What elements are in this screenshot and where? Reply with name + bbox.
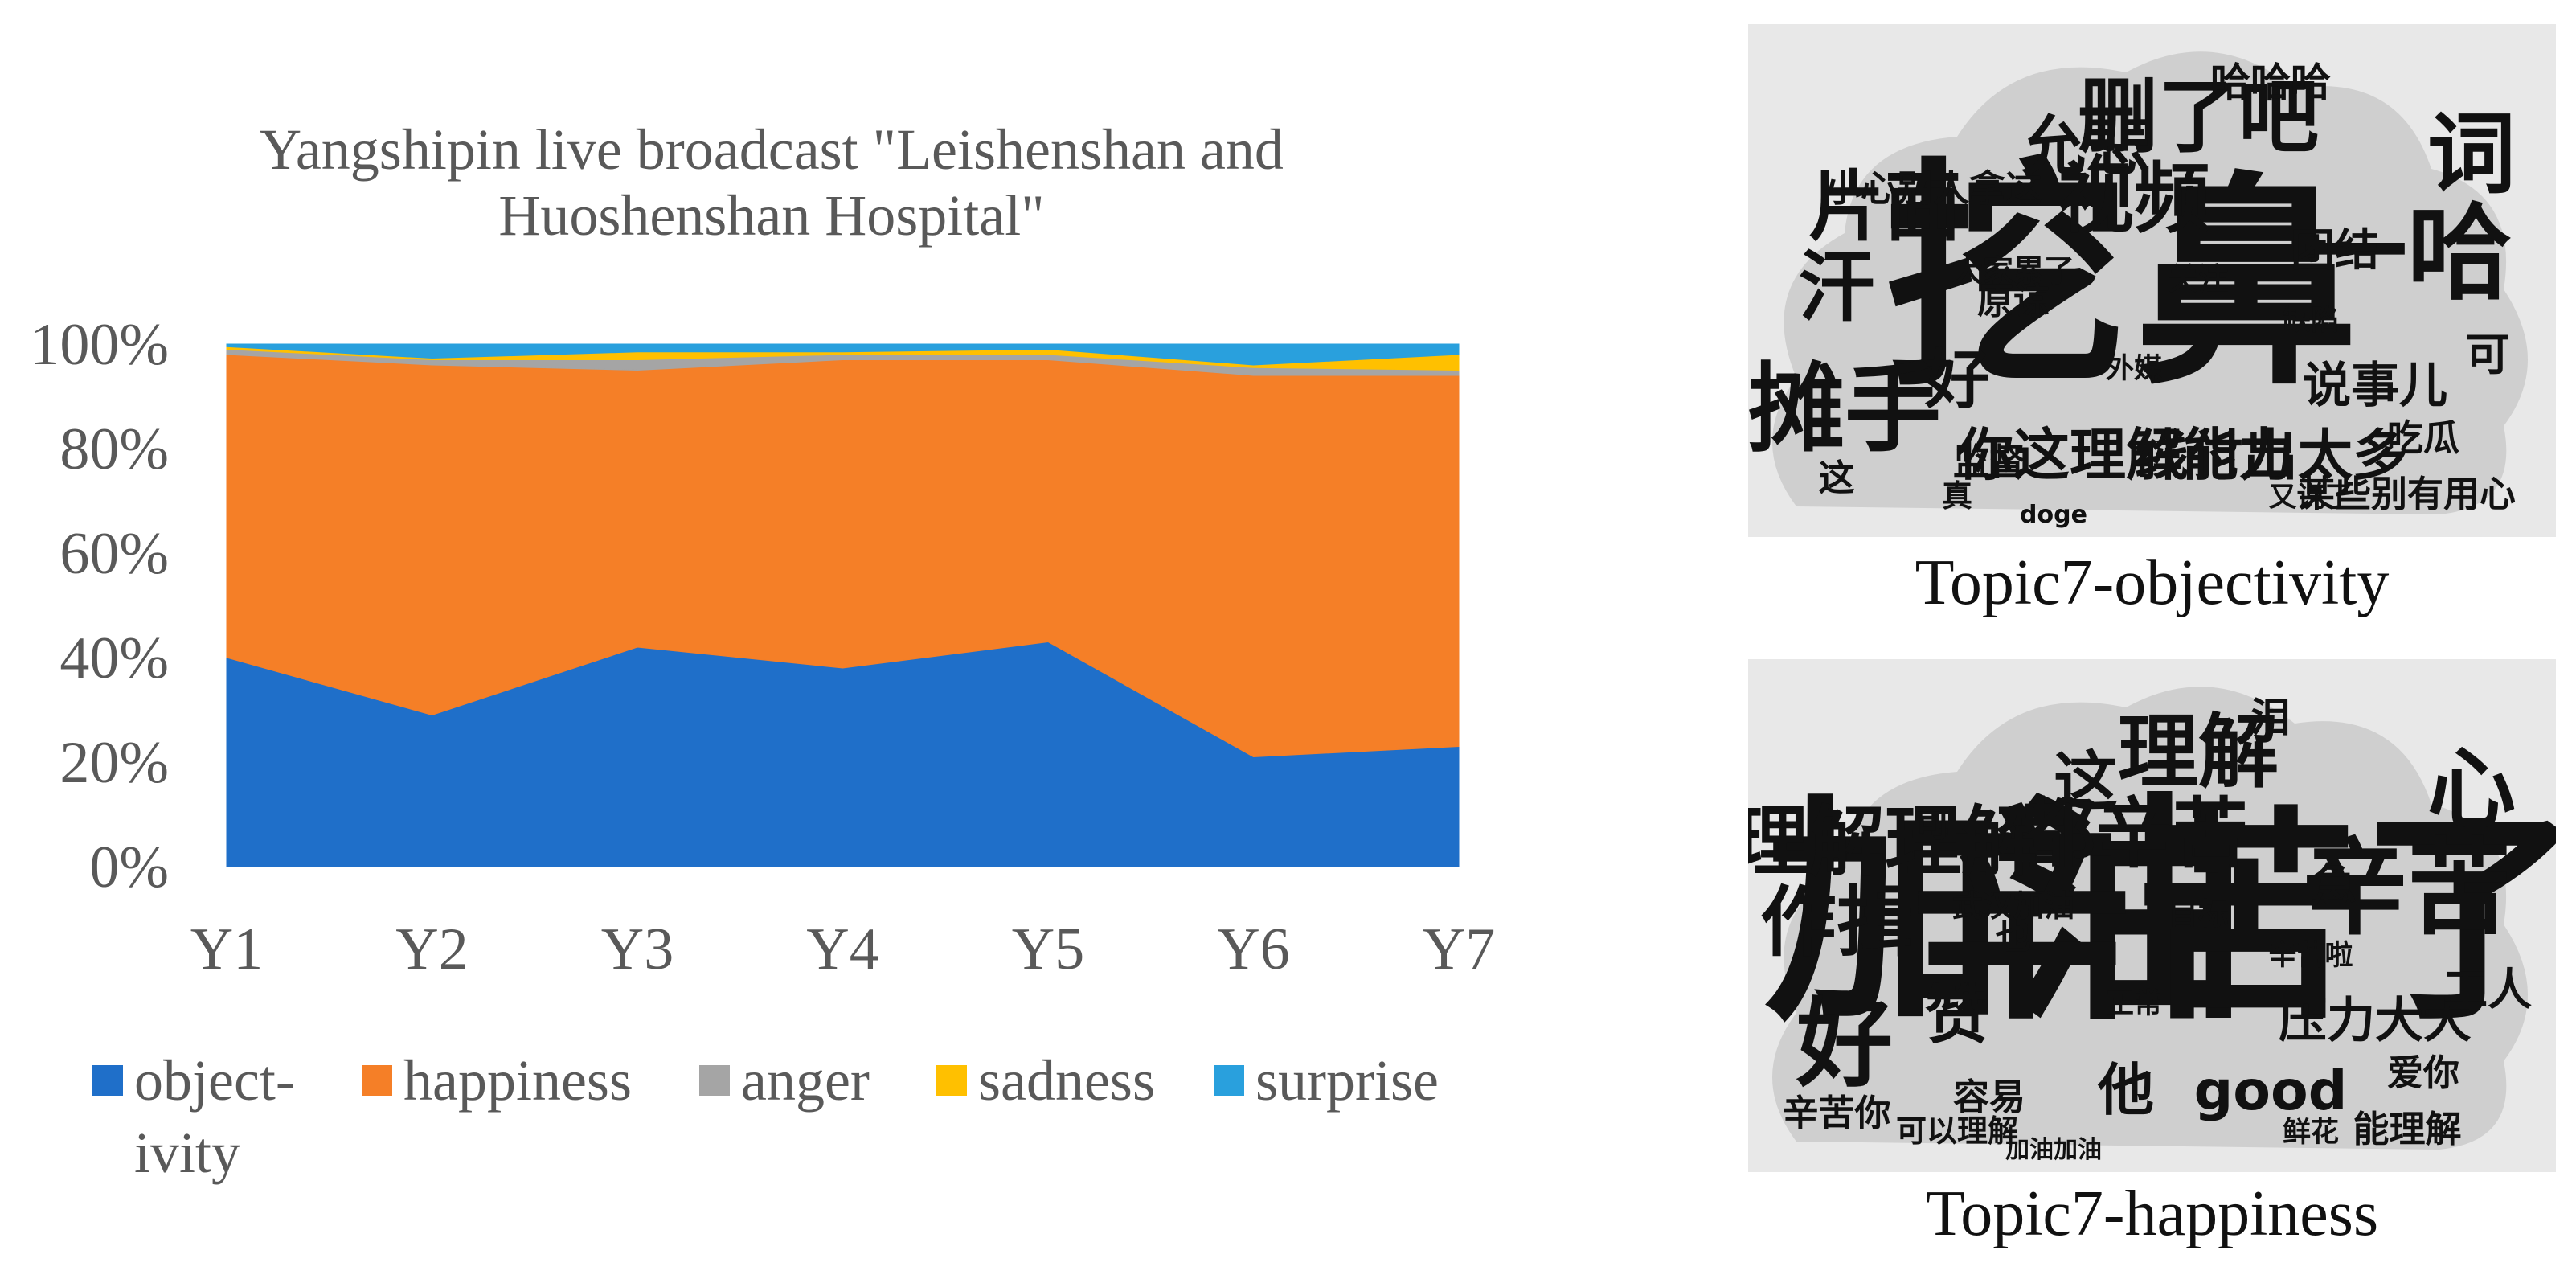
cloud-word: 又说了: [2268, 482, 2353, 514]
cloud-word: 理解理解: [1748, 798, 2037, 887]
wordcloud-caption-objectivity: Topic7-objectivity: [1915, 547, 2390, 618]
cloud-word: 他: [2097, 1057, 2154, 1123]
cloud-word: 急: [2312, 859, 2357, 911]
legend-swatch-anger: [699, 1065, 730, 1096]
x-tick-label: Y1: [190, 916, 263, 982]
x-axis: Y1 Y2 Y3 Y4 Y5 Y6 Y7: [190, 916, 1495, 982]
cloud-word: 可: [2465, 329, 2509, 380]
cloud-shape: [1772, 51, 2528, 515]
cloud-word: 外媒: [2106, 353, 2163, 385]
cloud-word: 汗: [1798, 244, 1874, 332]
cloud-word: 哈哈哈: [2210, 59, 2331, 106]
wordcloud-caption-happiness: Topic7-happiness: [1925, 1179, 2379, 1249]
cloud-word: 词: [2427, 103, 2516, 206]
cloud-word: 能理解: [2353, 1108, 2461, 1150]
cloud-word: 你这理解能力: [1956, 422, 2295, 488]
cloud-word: 一哈: [2303, 192, 2512, 314]
x-tick-label: Y2: [395, 916, 468, 982]
cloud-word: 某些别有用心: [2299, 473, 2516, 515]
cloud-word: 理解: [2118, 705, 2279, 799]
cloud-word: 工人: [2443, 964, 2532, 1015]
legend-label-anger: anger: [741, 1048, 870, 1113]
x-tick-label: Y4: [806, 916, 878, 982]
x-tick-label: Y7: [1423, 916, 1495, 982]
area-series: [226, 343, 1460, 867]
cloud-word: 好: [1924, 342, 1989, 417]
x-tick-label: Y6: [1217, 916, 1289, 982]
cloud-word: 这: [2054, 744, 2118, 819]
legend-label-surprise: surprise: [1255, 1048, 1439, 1113]
area-surprise: [226, 343, 1460, 366]
legend: object-ivity happiness anger sadness surpris…: [92, 1048, 1439, 1185]
cloud-word: 目标: [2168, 896, 2229, 932]
cloud-word: 监督: [1953, 441, 2025, 483]
cloud-word: 这: [1818, 457, 1854, 499]
cloud-word: 武汉加油: [1952, 888, 2074, 924]
cloud-word: 真: [1942, 478, 1972, 514]
legend-label-sadness: sadness: [978, 1048, 1155, 1113]
cloud-word: doge: [2020, 501, 2087, 529]
cloud-word: 小心别人拿这: [1824, 167, 2042, 210]
x-tick-label: Y5: [1012, 916, 1084, 982]
cloud-word: 鲜花: [2283, 1117, 2339, 1149]
cloud-word: 都辛苦: [2018, 790, 2248, 879]
cloud-word: 辛苦啦: [2268, 940, 2353, 972]
legend-swatch-happiness: [362, 1065, 392, 1096]
cloud-word: 吃瓜: [2387, 416, 2459, 459]
cloud-word: 片面: [1808, 163, 1961, 252]
cloud-word: 加油加油: [2005, 1136, 2102, 1164]
legend-label-happiness: happiness: [403, 1048, 632, 1113]
y-tick-label: 40%: [59, 625, 169, 691]
cloud-word: 关注: [2168, 261, 2229, 297]
x-tick-label: Y3: [601, 916, 674, 982]
chart-title-line: Yangshipin live broadcast "Leishenshan a…: [260, 117, 1284, 182]
y-tick-label: 20%: [59, 730, 169, 796]
cloud-word: 大家累了: [1952, 253, 2074, 289]
cloud-word: 视频: [2058, 155, 2210, 244]
cloud-word: 原谅: [1977, 280, 2050, 322]
cloud-word: 好: [1796, 989, 1893, 1101]
cloud-word: 泪: [2250, 695, 2291, 741]
cloud-word: 缺陷: [2283, 305, 2339, 337]
cloud-word: 作揖: [1760, 879, 1913, 967]
cloud-word: 允悲: [2021, 109, 2150, 184]
cloud-word: 挖: [1885, 138, 2126, 419]
cloud-word: 也: [1995, 915, 2031, 957]
cloud-word: 辛苦: [2303, 827, 2512, 949]
y-axis: 0% 20% 40% 60% 80% 100%: [30, 312, 169, 900]
legend-swatch-sadness: [936, 1065, 967, 1096]
cloud-word: 爱你: [2387, 1051, 2459, 1094]
y-tick-label: 100%: [30, 312, 169, 378]
cloud-word: 辛苦你: [1782, 1092, 1890, 1134]
y-tick-label: 0%: [89, 834, 169, 900]
legend-label-objectivity: ivity: [134, 1121, 240, 1185]
legend-swatch-objectivity: [92, 1065, 123, 1096]
cloud-word: good: [2194, 1060, 2348, 1123]
cloud-word: 线付出太多: [2134, 424, 2407, 488]
wordcloud-happiness: 加油 辛苦了 辛苦好 心 理解 都辛苦 理解理解这作揖赞他 good 压力大大 急 泪可工人爱你 也容…: [1748, 659, 2556, 1172]
cloud-word: 删了吧: [2078, 70, 2319, 164]
cloud-word: 摊手: [1748, 354, 1941, 465]
cloud-word: 容易: [1953, 1076, 2025, 1118]
cloud-word: 说事儿: [2303, 358, 2447, 414]
cloud-word: 正常: [2106, 988, 2162, 1020]
cloud-word: 压力大大: [2279, 993, 2472, 1049]
chart-title-line: Huoshenshan Hospital": [498, 183, 1044, 248]
cloud-word: 可以理解: [1896, 1113, 2018, 1149]
cloud-word: 加油: [1764, 773, 2246, 1054]
cloud-word: 可: [1915, 802, 1951, 845]
cloud-word: 心: [2427, 738, 2516, 841]
y-tick-label: 60%: [59, 521, 169, 587]
y-tick-label: 80%: [59, 416, 169, 482]
cloud-word: 鼻: [2134, 154, 2359, 416]
cloud-word: 团结: [2291, 224, 2379, 276]
legend-swatch-surprise: [1214, 1065, 1244, 1096]
chart-title: Yangshipin live broadcast "Leishenshan a…: [260, 117, 1284, 248]
cloud-shape: [1772, 687, 2528, 1150]
stacked-area-chart: Yangshipin live broadcast "Leishenshan a…: [30, 117, 1495, 1185]
cloud-word: 赞: [1925, 978, 1989, 1052]
cloud-word: 辛苦了: [1909, 789, 2556, 1051]
legend-label-objectivity: object-: [134, 1048, 295, 1113]
wordcloud-objectivity: 挖鼻一哈摊手 词 删了吧 视频 片面 允悲汗好你这理解能力 线付出太多 说事儿 团结 哈哈哈小心别…: [1748, 24, 2556, 537]
